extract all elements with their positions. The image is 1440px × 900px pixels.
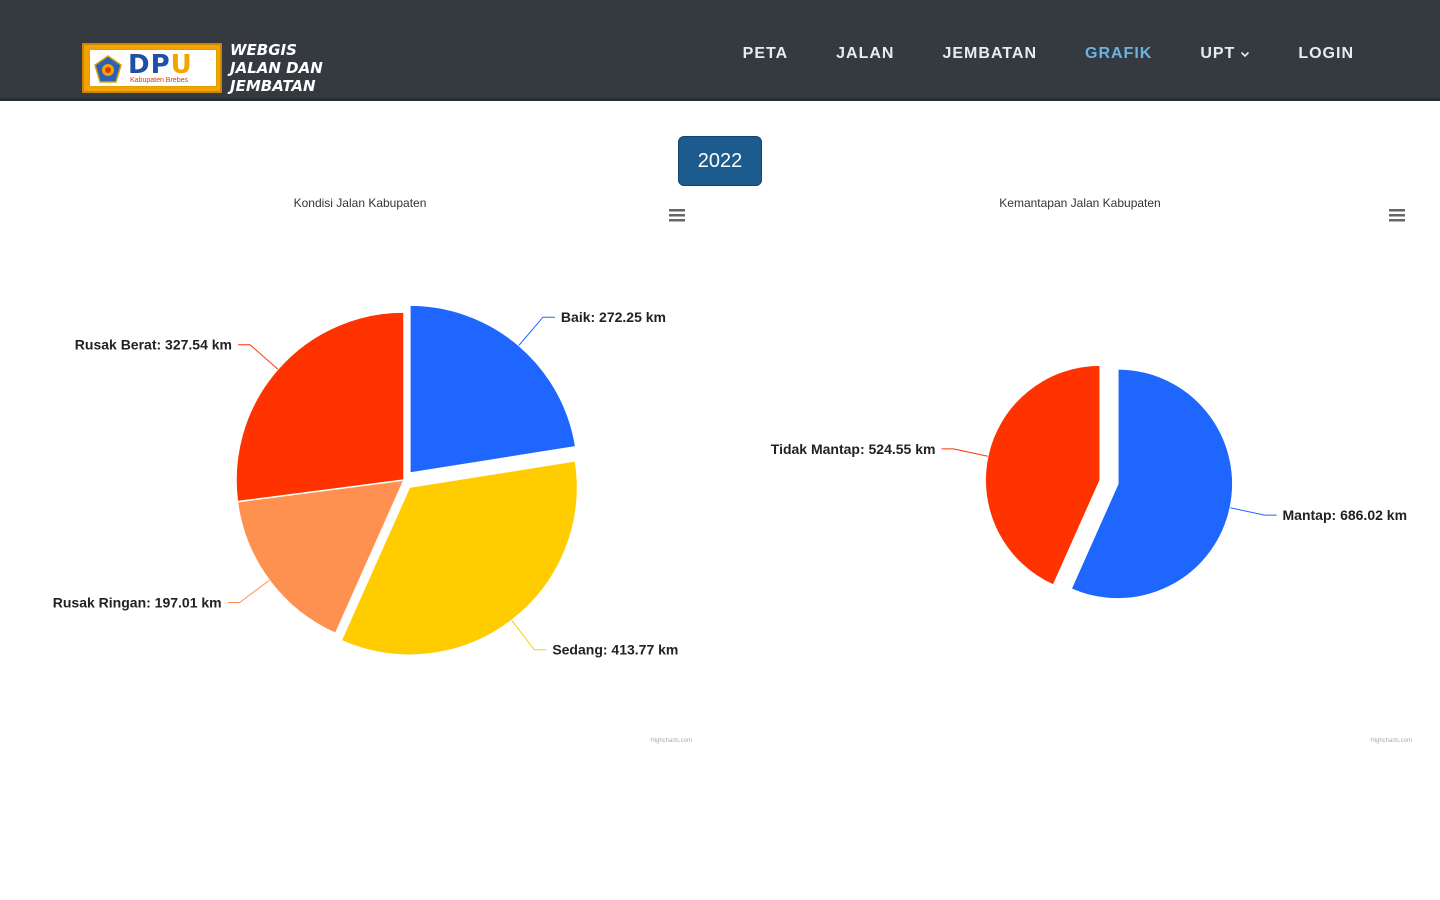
pie-slice-rusak-berat[interactable]: [235, 311, 405, 503]
data-label-tidak-mantap: Tidak Mantap: 524.55 km: [771, 441, 936, 457]
label-connector-rusak-ringan: [227, 579, 270, 604]
logo-subtitle: Kabupaten Brebes: [130, 77, 188, 84]
navbar: DPU Kabupaten Brebes WEBGIS JALAN DAN JE…: [0, 0, 1440, 101]
chart-kondisi-jalan: Kondisi Jalan Kabupaten Baik: 272.25 km S…: [0, 190, 720, 750]
nav-jembatan[interactable]: JEMBATAN: [942, 45, 1037, 62]
chart-kondisi-jalan-svg: Kondisi Jalan Kabupaten Baik: 272.25 km S…: [53, 196, 692, 744]
chart-kemantapan-jalan: Kemantapan Jalan Kabupaten Mantap: 686.0…: [720, 190, 1440, 750]
nav-jalan[interactable]: JALAN: [836, 45, 895, 62]
data-label-rusak-berat: Rusak Berat: 327.54 km: [75, 337, 232, 353]
chevron-down-icon: [1241, 51, 1250, 58]
nav-login[interactable]: LOGIN: [1298, 45, 1354, 62]
brand[interactable]: DPU Kabupaten Brebes WEBGIS JALAN DAN JE…: [82, 41, 360, 95]
chart-credits[interactable]: Highcharts.com: [650, 738, 692, 744]
nav-peta[interactable]: PETA: [742, 45, 789, 62]
main-nav: PETA JALAN JEMBATAN GRAFIK UPT LOGIN: [695, 42, 1354, 66]
site-title: WEBGIS JALAN DAN JEMBATAN: [230, 41, 323, 95]
dpu-logo: DPU Kabupaten Brebes: [82, 43, 222, 93]
chart-menu-icon[interactable]: [668, 207, 686, 223]
label-connector-sedang: [511, 620, 547, 651]
data-label-mantap: Mantap: 686.02 km: [1283, 507, 1408, 523]
pie-slice-baik[interactable]: [409, 304, 577, 475]
chart-menu-icon[interactable]: [1388, 207, 1406, 223]
label-connector-mantap: [1230, 507, 1277, 516]
year-button[interactable]: 2022: [678, 136, 762, 186]
data-label-baik: Baik: 272.25 km: [561, 309, 666, 325]
data-label-rusak-ringan: Rusak Ringan: 197.01 km: [53, 595, 222, 611]
nav-upt-dropdown[interactable]: UPT: [1200, 42, 1250, 66]
label-connector-rusak-berat: [237, 344, 279, 370]
label-connector-tidak-mantap: [941, 448, 988, 457]
data-label-sedang: Sedang: 413.77 km: [552, 642, 678, 658]
pie-slice-tidak-mantap[interactable]: [984, 364, 1101, 587]
chart-kemantapan-jalan-svg: Kemantapan Jalan Kabupaten Mantap: 686.0…: [771, 196, 1412, 744]
pie-slice-rusak-ringan[interactable]: [236, 479, 406, 635]
regency-seal-icon: [94, 55, 122, 83]
label-connector-baik: [518, 316, 555, 346]
chart-title: Kondisi Jalan Kabupaten: [294, 196, 427, 210]
chart-credits[interactable]: Highcharts.com: [1370, 738, 1412, 744]
chart-title: Kemantapan Jalan Kabupaten: [999, 196, 1160, 210]
nav-grafik[interactable]: GRAFIK: [1085, 45, 1153, 62]
